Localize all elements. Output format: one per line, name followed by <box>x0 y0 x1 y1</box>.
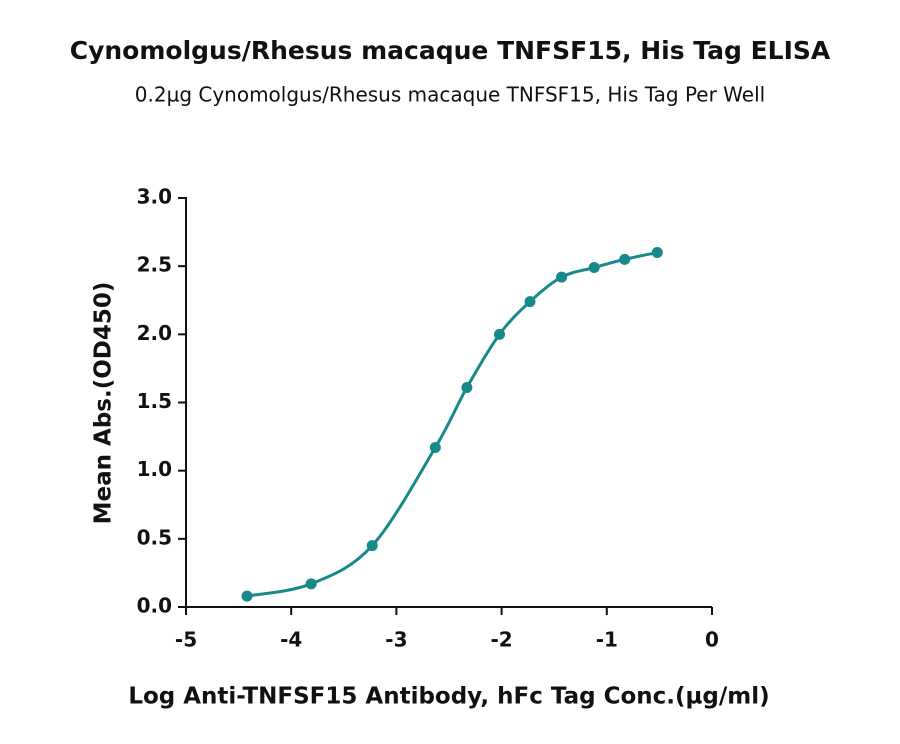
data-point <box>651 247 663 259</box>
data-point <box>429 441 441 453</box>
y-tick-label: 2.5 <box>137 253 172 277</box>
y-tick-label: 0.0 <box>137 594 172 618</box>
y-tick-label: 3.0 <box>137 185 172 209</box>
fit-curve <box>246 251 658 598</box>
chart-subtitle: 0.2µg Cynomolgus/Rhesus macaque TNFSF15,… <box>135 83 765 107</box>
x-axis-label: Log Anti-TNFSF15 Antibody, hFc Tag Conc.… <box>128 684 769 710</box>
y-tick-label: 1.0 <box>137 457 172 481</box>
data-point <box>305 578 317 590</box>
x-tick-label: 0 <box>705 628 719 652</box>
x-tick-label: -5 <box>175 628 197 652</box>
y-tick-label: 0.5 <box>137 525 172 549</box>
x-tick-label: -3 <box>385 628 407 652</box>
data-point <box>493 328 505 340</box>
x-tick-label: -1 <box>596 628 618 652</box>
data-point <box>366 540 378 552</box>
data-point <box>619 253 631 265</box>
data-point <box>524 296 536 308</box>
data-point <box>461 382 473 394</box>
data-point <box>556 271 568 283</box>
y-tick-label: 2.0 <box>137 321 172 345</box>
chart-title: Cynomolgus/Rhesus macaque TNFSF15, His T… <box>70 36 831 65</box>
data-point <box>588 262 600 274</box>
y-tick-label: 1.5 <box>137 389 172 413</box>
x-tick-label: -2 <box>490 628 512 652</box>
x-tick-label: -4 <box>280 628 302 652</box>
data-point <box>241 590 253 602</box>
y-axis-label: Mean Abs.(OD450) <box>91 282 117 525</box>
